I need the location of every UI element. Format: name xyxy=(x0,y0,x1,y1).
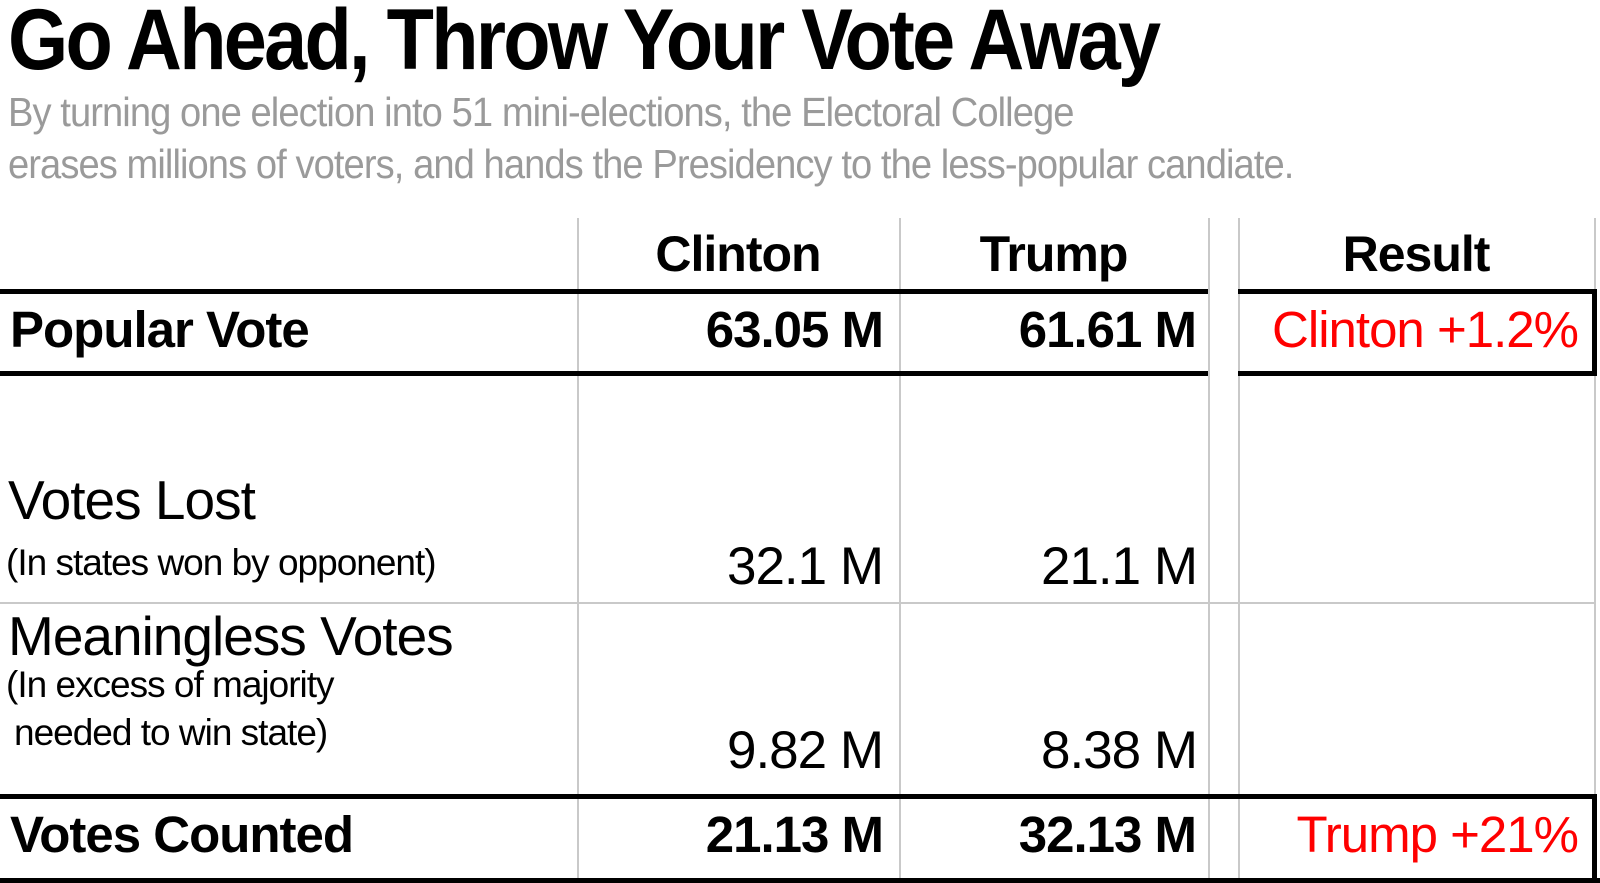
border-popular-vote-bottom-left xyxy=(0,371,1208,376)
votes-counted-trump-value: 32.13 M xyxy=(1018,806,1197,863)
column-header-trump: Trump xyxy=(979,226,1129,282)
meaningless-votes-trump-value: 8.38 M xyxy=(1040,721,1198,780)
row-popular-vote-label: Popular Vote xyxy=(10,301,310,358)
votes-lost-clinton-value: 32.1 M xyxy=(726,537,884,596)
popular-vote-trump-value: 61.61 M xyxy=(1018,301,1197,358)
popular-vote-clinton-value: 63.05 M xyxy=(705,301,884,358)
row-votes-lost-label: Votes Lost xyxy=(8,469,256,531)
meaningless-votes-clinton-value: 9.82 M xyxy=(726,721,884,780)
popular-vote-result-value: Clinton +1.2% xyxy=(1272,301,1579,358)
votes-counted-result-value: Trump +21% xyxy=(1296,806,1579,863)
border-table-bottom xyxy=(0,878,1600,883)
border-popular-vote-top-right xyxy=(1238,289,1597,294)
gridline-horizontal-rows xyxy=(0,602,1596,604)
gridline-vertical-labels-clinton xyxy=(577,218,579,878)
border-popular-vote-top-left xyxy=(0,289,1208,294)
subtitle-line-2: erases millions of voters, and hands the… xyxy=(8,141,1294,187)
row-meaningless-votes-note-line2: needed to win state) xyxy=(14,712,328,753)
column-header-clinton: Clinton xyxy=(655,226,821,282)
border-votes-counted-top xyxy=(0,794,1597,799)
border-popular-vote-right xyxy=(1592,289,1597,376)
subtitle-line-1: By turning one election into 51 mini-ele… xyxy=(8,89,1074,135)
border-popular-vote-bottom-right xyxy=(1238,371,1597,376)
row-meaningless-votes-note-line1: (In excess of majority xyxy=(6,664,335,705)
row-meaningless-votes-label: Meaningless Votes xyxy=(8,605,454,667)
gridline-vertical-clinton-trump xyxy=(899,218,901,878)
row-votes-counted-label: Votes Counted xyxy=(10,806,354,863)
column-header-result: Result xyxy=(1342,226,1491,282)
votes-lost-trump-value: 21.1 M xyxy=(1040,537,1198,596)
gridline-vertical-trump-spacer xyxy=(1208,218,1210,878)
row-votes-lost-note: (In states won by opponent) xyxy=(6,542,437,583)
gridline-vertical-spacer-result xyxy=(1238,218,1240,878)
border-votes-counted-right xyxy=(1592,794,1597,883)
gridline-vertical-right-edge xyxy=(1594,218,1596,878)
votes-counted-clinton-value: 21.13 M xyxy=(705,806,884,863)
page-title: Go Ahead, Throw Your Vote Away xyxy=(8,0,1161,88)
